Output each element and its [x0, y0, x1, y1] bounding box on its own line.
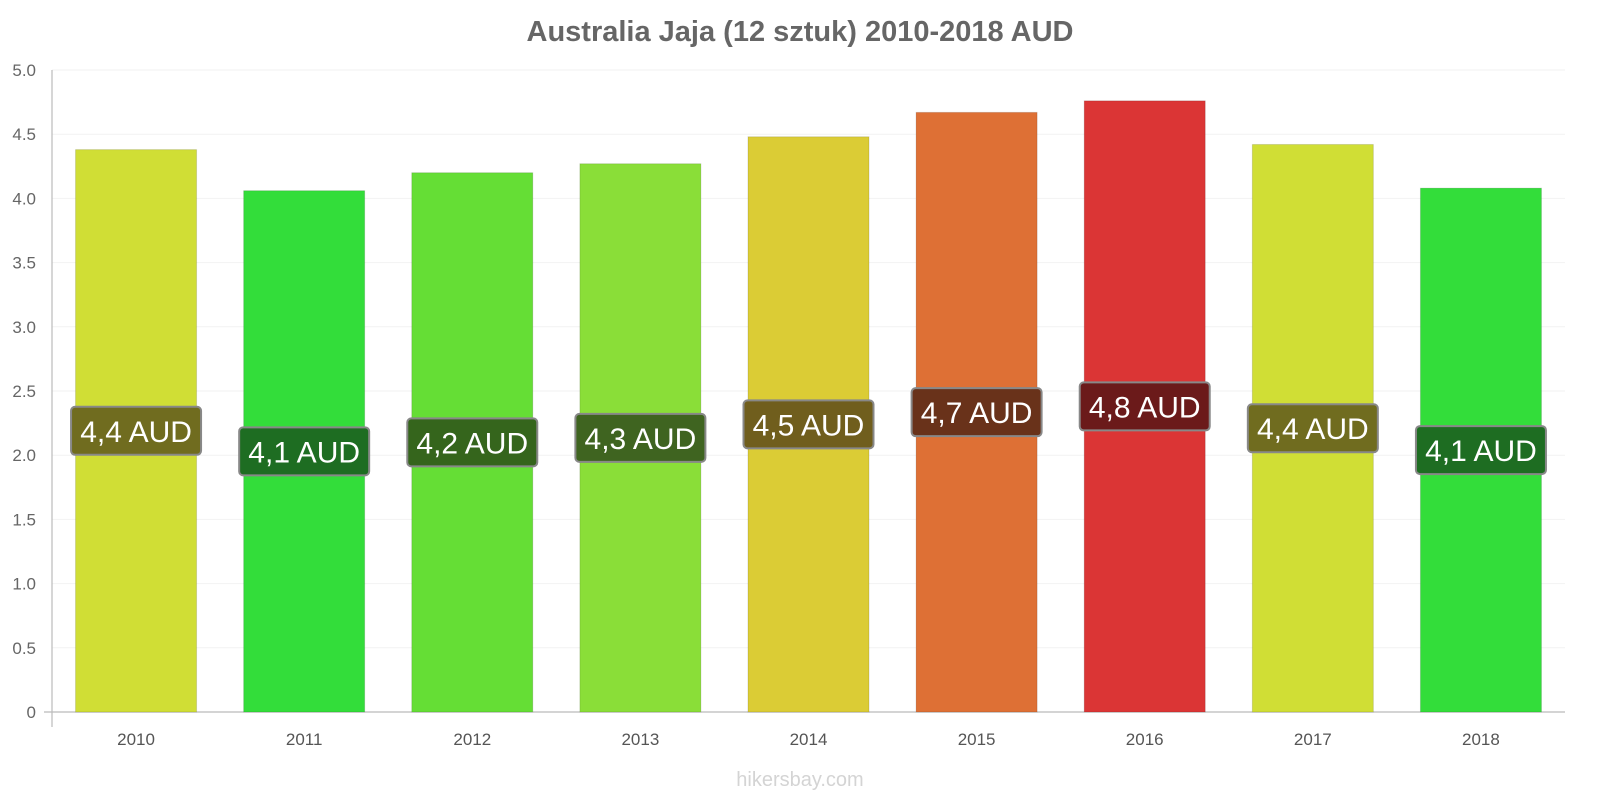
- x-tick-label: 2010: [117, 730, 155, 749]
- y-tick-label: 2.0: [12, 446, 36, 465]
- value-label: 4,8 AUD: [1089, 391, 1201, 424]
- value-label: 4,5 AUD: [753, 409, 865, 442]
- value-label-box: [1078, 381, 1211, 432]
- value-label-box: [1414, 425, 1547, 476]
- value-labels: 4,4 AUD 4,1 AUD 4,2 AUD 4,3 AUD 4,5 AUD 4,7 A…: [70, 381, 1547, 477]
- value-label: 4,1 AUD: [248, 436, 360, 469]
- x-tick-label: 2017: [1294, 730, 1332, 749]
- y-tick-label: 3.0: [12, 318, 36, 337]
- x-tick-label: 2014: [790, 730, 828, 749]
- y-tick-label: 4.5: [12, 125, 36, 144]
- x-tick-label: 2015: [958, 730, 996, 749]
- value-label: 4,1 AUD: [1425, 435, 1537, 468]
- value-label-box: [70, 405, 203, 456]
- x-tick-label: 2013: [621, 730, 659, 749]
- value-label: 4,3 AUD: [585, 423, 697, 456]
- x-tick-label: 2016: [1126, 730, 1164, 749]
- x-tick-label: 2018: [1462, 730, 1500, 749]
- x-tick-label: 2011: [286, 730, 323, 749]
- value-label-box: [742, 399, 875, 450]
- value-label-box: [238, 426, 371, 477]
- value-label: 4,4 AUD: [80, 416, 192, 449]
- y-tick-label: 1.0: [12, 575, 36, 594]
- y-tick-label: 0: [27, 703, 36, 722]
- value-label-box: [1246, 403, 1379, 454]
- value-label: 4,2 AUD: [416, 427, 528, 460]
- y-tick-label: 2.5: [12, 382, 36, 401]
- y-tick-label: 1.5: [12, 510, 36, 529]
- axes: 0 0.5 1.0 1.5 2.0 2.5 3.0 3.5 4.0 4.5 5.0 2010 2011 2…: [12, 61, 1565, 749]
- y-tick-label: 0.5: [12, 639, 36, 658]
- value-label: 4,4 AUD: [1257, 413, 1369, 446]
- x-tick-label: 2012: [453, 730, 491, 749]
- y-tick-label: 3.5: [12, 254, 36, 273]
- chart-title: Australia Jaja (12 sztuk) 2010-2018 AUD: [526, 16, 1074, 48]
- watermark-text: hikersbay.com: [736, 769, 864, 791]
- y-tick-label: 4.0: [12, 189, 36, 208]
- value-label-box: [910, 387, 1043, 438]
- y-tick-label: 5.0: [12, 61, 36, 80]
- value-label-box: [406, 417, 539, 468]
- value-label: 4,7 AUD: [921, 397, 1033, 430]
- value-label-box: [574, 412, 707, 463]
